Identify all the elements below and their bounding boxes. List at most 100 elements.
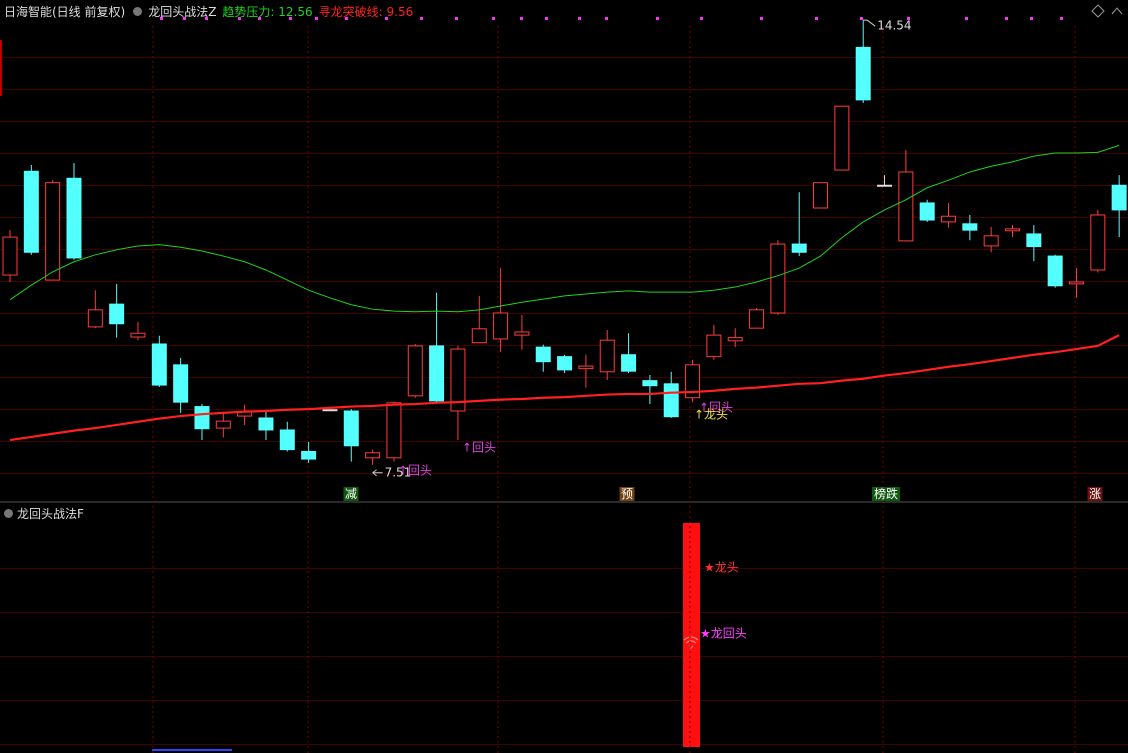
indicator-line (9, 144, 1120, 313)
candle-body (407, 345, 423, 397)
candle-body (1090, 214, 1106, 271)
candle-body (450, 348, 466, 412)
marker-dot (860, 17, 863, 20)
upper-grid (0, 26, 1128, 486)
marker-dot (656, 17, 659, 20)
menu-icon[interactable] (4, 509, 13, 518)
marker-dot (545, 17, 548, 20)
candle-body (429, 345, 445, 402)
candle-body (1047, 255, 1063, 287)
candle-body (109, 303, 125, 325)
marker-dot (238, 17, 241, 20)
annotation-arrow (372, 469, 383, 477)
collapse-icon[interactable] (1111, 7, 1123, 15)
candle-body (663, 383, 679, 418)
candle-body (749, 309, 765, 329)
candle-body (258, 417, 274, 431)
candle-body (343, 410, 359, 447)
signal-label: ↑回头 (398, 464, 432, 478)
marker-dot (520, 17, 523, 20)
candle-body (386, 402, 402, 459)
marker-dot (492, 17, 495, 20)
marker-dot (815, 17, 818, 20)
candle-body (706, 334, 722, 358)
candle-body (2, 236, 18, 276)
candle-body (962, 223, 978, 231)
marker-dot (289, 17, 292, 20)
legend-item: 寻龙突破线: 9.56 (319, 3, 414, 20)
signal-label: ↑回头 (699, 401, 733, 415)
candle-body (578, 365, 594, 370)
signal-label: ↑龙头 (694, 408, 728, 422)
candle-body (471, 328, 487, 344)
marker-label: 预 (621, 487, 633, 501)
candle-body (301, 450, 317, 460)
candle-body (87, 309, 103, 328)
candle-body (642, 380, 658, 387)
candle-body (514, 331, 530, 336)
marker-dot (578, 17, 581, 20)
marker-box (619, 487, 635, 501)
marker-box (1087, 487, 1103, 501)
candle-body (770, 243, 786, 314)
signal-text: ★龙回头 (700, 627, 747, 641)
candle-body (727, 337, 743, 342)
indicator-line (9, 334, 1120, 442)
lower-title: 龙回头战法F (17, 507, 84, 521)
legend-value: 9.56 (386, 5, 414, 19)
candle-body (45, 182, 61, 281)
signal-label: ↑回头 (462, 441, 496, 455)
marker-label: 减 (345, 487, 357, 501)
candle-body (130, 332, 146, 338)
candle-body (1026, 233, 1042, 248)
candle-body (151, 343, 167, 386)
marker-dot (345, 17, 348, 20)
marker-dot (907, 17, 910, 20)
diamond-icon[interactable] (1091, 4, 1105, 18)
candle-body (791, 243, 807, 253)
marker-dot (1005, 17, 1008, 20)
candle-body (898, 171, 914, 242)
candle-body (813, 182, 829, 209)
candle-body (322, 409, 338, 412)
menu-icon[interactable] (133, 7, 143, 16)
candle-body (535, 346, 551, 363)
header: 日海智能(日线 前复权) 龙回头战法Z 趋势压力: 12.56 寻龙突破线: 9… (4, 3, 413, 20)
candle-body (365, 452, 381, 459)
candle-body (194, 406, 210, 430)
candle-body (557, 356, 573, 371)
legend-item: 趋势压力: 12.56 (222, 3, 312, 20)
candle-body (941, 215, 957, 223)
candle-body (983, 235, 999, 247)
marker-box (872, 487, 900, 501)
stock-title: 日海智能(日线 前复权) (4, 5, 126, 19)
marker-dot (315, 17, 318, 20)
candle-body (1069, 281, 1084, 285)
signal-text: ★龙头 (704, 561, 739, 575)
low-label: 7.51 (385, 465, 412, 479)
candle-body (493, 312, 509, 340)
indicator-name: 龙回头战法Z (148, 5, 217, 19)
marker-dot (205, 17, 208, 20)
marker-dot (160, 17, 163, 20)
marker-dot (183, 17, 186, 20)
marker-dot (1060, 17, 1063, 20)
marker-dot (258, 17, 261, 20)
candle-body (173, 364, 189, 403)
candle-body (1111, 184, 1127, 211)
marker-dot (965, 17, 968, 20)
legend-name: 趋势压力: (222, 5, 275, 19)
lower-grid (0, 525, 1128, 750)
candle-body (599, 339, 615, 373)
marker-dot (760, 17, 763, 20)
signal-bar (683, 523, 700, 747)
candle-body (855, 46, 871, 101)
candle-body (919, 202, 935, 221)
candle-body (66, 177, 82, 259)
legend-name: 寻龙突破线: (318, 5, 383, 19)
candle-body (215, 420, 231, 429)
marker-dot (455, 17, 458, 20)
candle-body (279, 429, 295, 451)
